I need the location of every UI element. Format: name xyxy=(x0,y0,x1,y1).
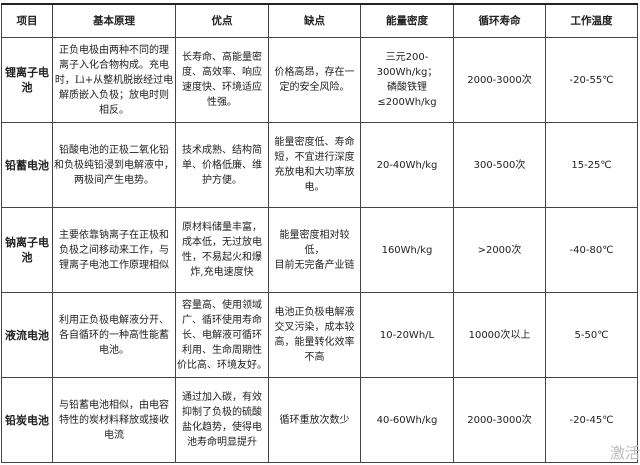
cell-cons: 电池正负极电解液 交叉污染，成本较 高，能量转化效率 不高 xyxy=(268,292,361,378)
battery-comparison-table: 项目 基本原理 优点 缺点 能量密度 循环寿命 工作温度 锂离子电 池正负电极由… xyxy=(1,3,638,463)
header-item: 项目 xyxy=(1,3,53,38)
cell-density: 10-20Wh/L xyxy=(360,292,454,378)
watermark: 激活 xyxy=(609,444,640,462)
cell-pros: 通过加入碳，有效 抑制了负极的硫酸 盐化趋势，使得电 池寿命明显提升 xyxy=(175,377,269,463)
cell-cycle: 300-500次 xyxy=(453,122,546,208)
cell-cycle: 2000-3000次 xyxy=(453,37,546,123)
header-density: 能量密度 xyxy=(360,3,454,38)
cell-pros: 技术成熟、结构简 单、价格低廉、维 护方便。 xyxy=(175,122,269,208)
cell-cons: 能量密度低、寿命 短，不宜进行深度 充放电和大功率放 电。 xyxy=(268,122,361,208)
cell-name: 铅蓄电池 xyxy=(1,122,53,208)
cell-principle: 正负电极由两种不同的理 离子入化合物构成。充电 时，Li+从整机脱嵌经过电 解质… xyxy=(52,37,176,123)
cell-principle: 与铅蓄电池相似，由电容 特性的炭材料释放或接收 电流 xyxy=(52,377,176,463)
header-cons: 缺点 xyxy=(268,3,361,38)
table-row: 钠离子电 池主要依靠钠离子在正极和 负极之间移动来工作，与 锂离子电池工作原理相… xyxy=(1,207,638,293)
cell-cycle: >2000次 xyxy=(453,207,546,293)
header-temperature: 工作温度 xyxy=(545,3,638,38)
cell-pros: 长寿命、高能量密 度、高效率、响应 速度快、环境适应 性强。 xyxy=(175,37,269,123)
cell-principle: 利用正负极电解液分开、 各自循环的一种高性能蓄 电池。 xyxy=(52,292,176,378)
table-row: 液流电池 利用正负极电解液分开、 各自循环的一种高性能蓄 电池。 容量高、使用领域 … xyxy=(1,292,638,378)
header-principle: 基本原理 xyxy=(52,3,176,38)
cell-density: 20-40Wh/kg xyxy=(360,122,454,208)
cell-pros: 原材料储量丰富， 成本低，无过放电 性，不易起火和爆 炸,充电速度快 xyxy=(175,207,269,293)
table-row: 铅蓄电池 铅酸电池的正极二氧化铅 和负极纯铅浸到电解液中， 两极间产生电势。 技术成… xyxy=(1,122,638,208)
table-row: 锂离子电 池正负电极由两种不同的理 离子入化合物构成。充电 时，Li+从整机脱嵌… xyxy=(1,37,638,123)
cell-principle: 铅酸电池的正极二氧化铅 和负极纯铅浸到电解液中， 两极间产生电势。 xyxy=(52,122,176,208)
header-row: 项目 基本原理 优点 缺点 能量密度 循环寿命 工作温度 xyxy=(1,3,638,38)
cell-temp: -20-45℃ xyxy=(545,377,638,463)
cell-density: 三元200-300Wh/kg； 磷酸铁锂 ≤200Wh/kg xyxy=(360,37,454,123)
cell-cycle: 10000次以上 xyxy=(453,292,546,378)
cell-cons: 循环重放次数少 xyxy=(268,377,361,463)
cell-cycle: 2000-3000次 xyxy=(453,377,546,463)
header-cycle-life: 循环寿命 xyxy=(453,3,546,38)
cell-cons: 能量密度相对较低， 目前无完备产业链 xyxy=(268,207,361,293)
cell-cons: 价格高昂，存在一 定的安全风险。 xyxy=(268,37,361,123)
cell-name: 锂离子电 池 xyxy=(1,37,53,123)
table-row: 铅炭电池 与铅蓄电池相似，由电容 特性的炭材料释放或接收 电流 通过加入碳，有效 抑… xyxy=(1,377,638,463)
cell-name: 铅炭电池 xyxy=(1,377,53,463)
cell-temp: -20-55℃ xyxy=(545,37,638,123)
cell-density: 40-60Wh/kg xyxy=(360,377,454,463)
cell-name: 钠离子电 池 xyxy=(1,207,53,293)
cell-temp: 5-50℃ xyxy=(545,292,638,378)
header-pros: 优点 xyxy=(175,3,269,38)
cell-name: 液流电池 xyxy=(1,292,53,378)
cell-temp: 15-25℃ xyxy=(545,122,638,208)
cell-principle: 主要依靠钠离子在正极和 负极之间移动来工作，与 锂离子电池工作原理相似 xyxy=(52,207,176,293)
cell-density: 160Wh/kg xyxy=(360,207,454,293)
cell-pros: 容量高、使用领域 广、循环使用寿命 长、电解液可循环 利用、生命周期性 价比高、… xyxy=(175,292,269,378)
cell-temp: -40-80℃ xyxy=(545,207,638,293)
